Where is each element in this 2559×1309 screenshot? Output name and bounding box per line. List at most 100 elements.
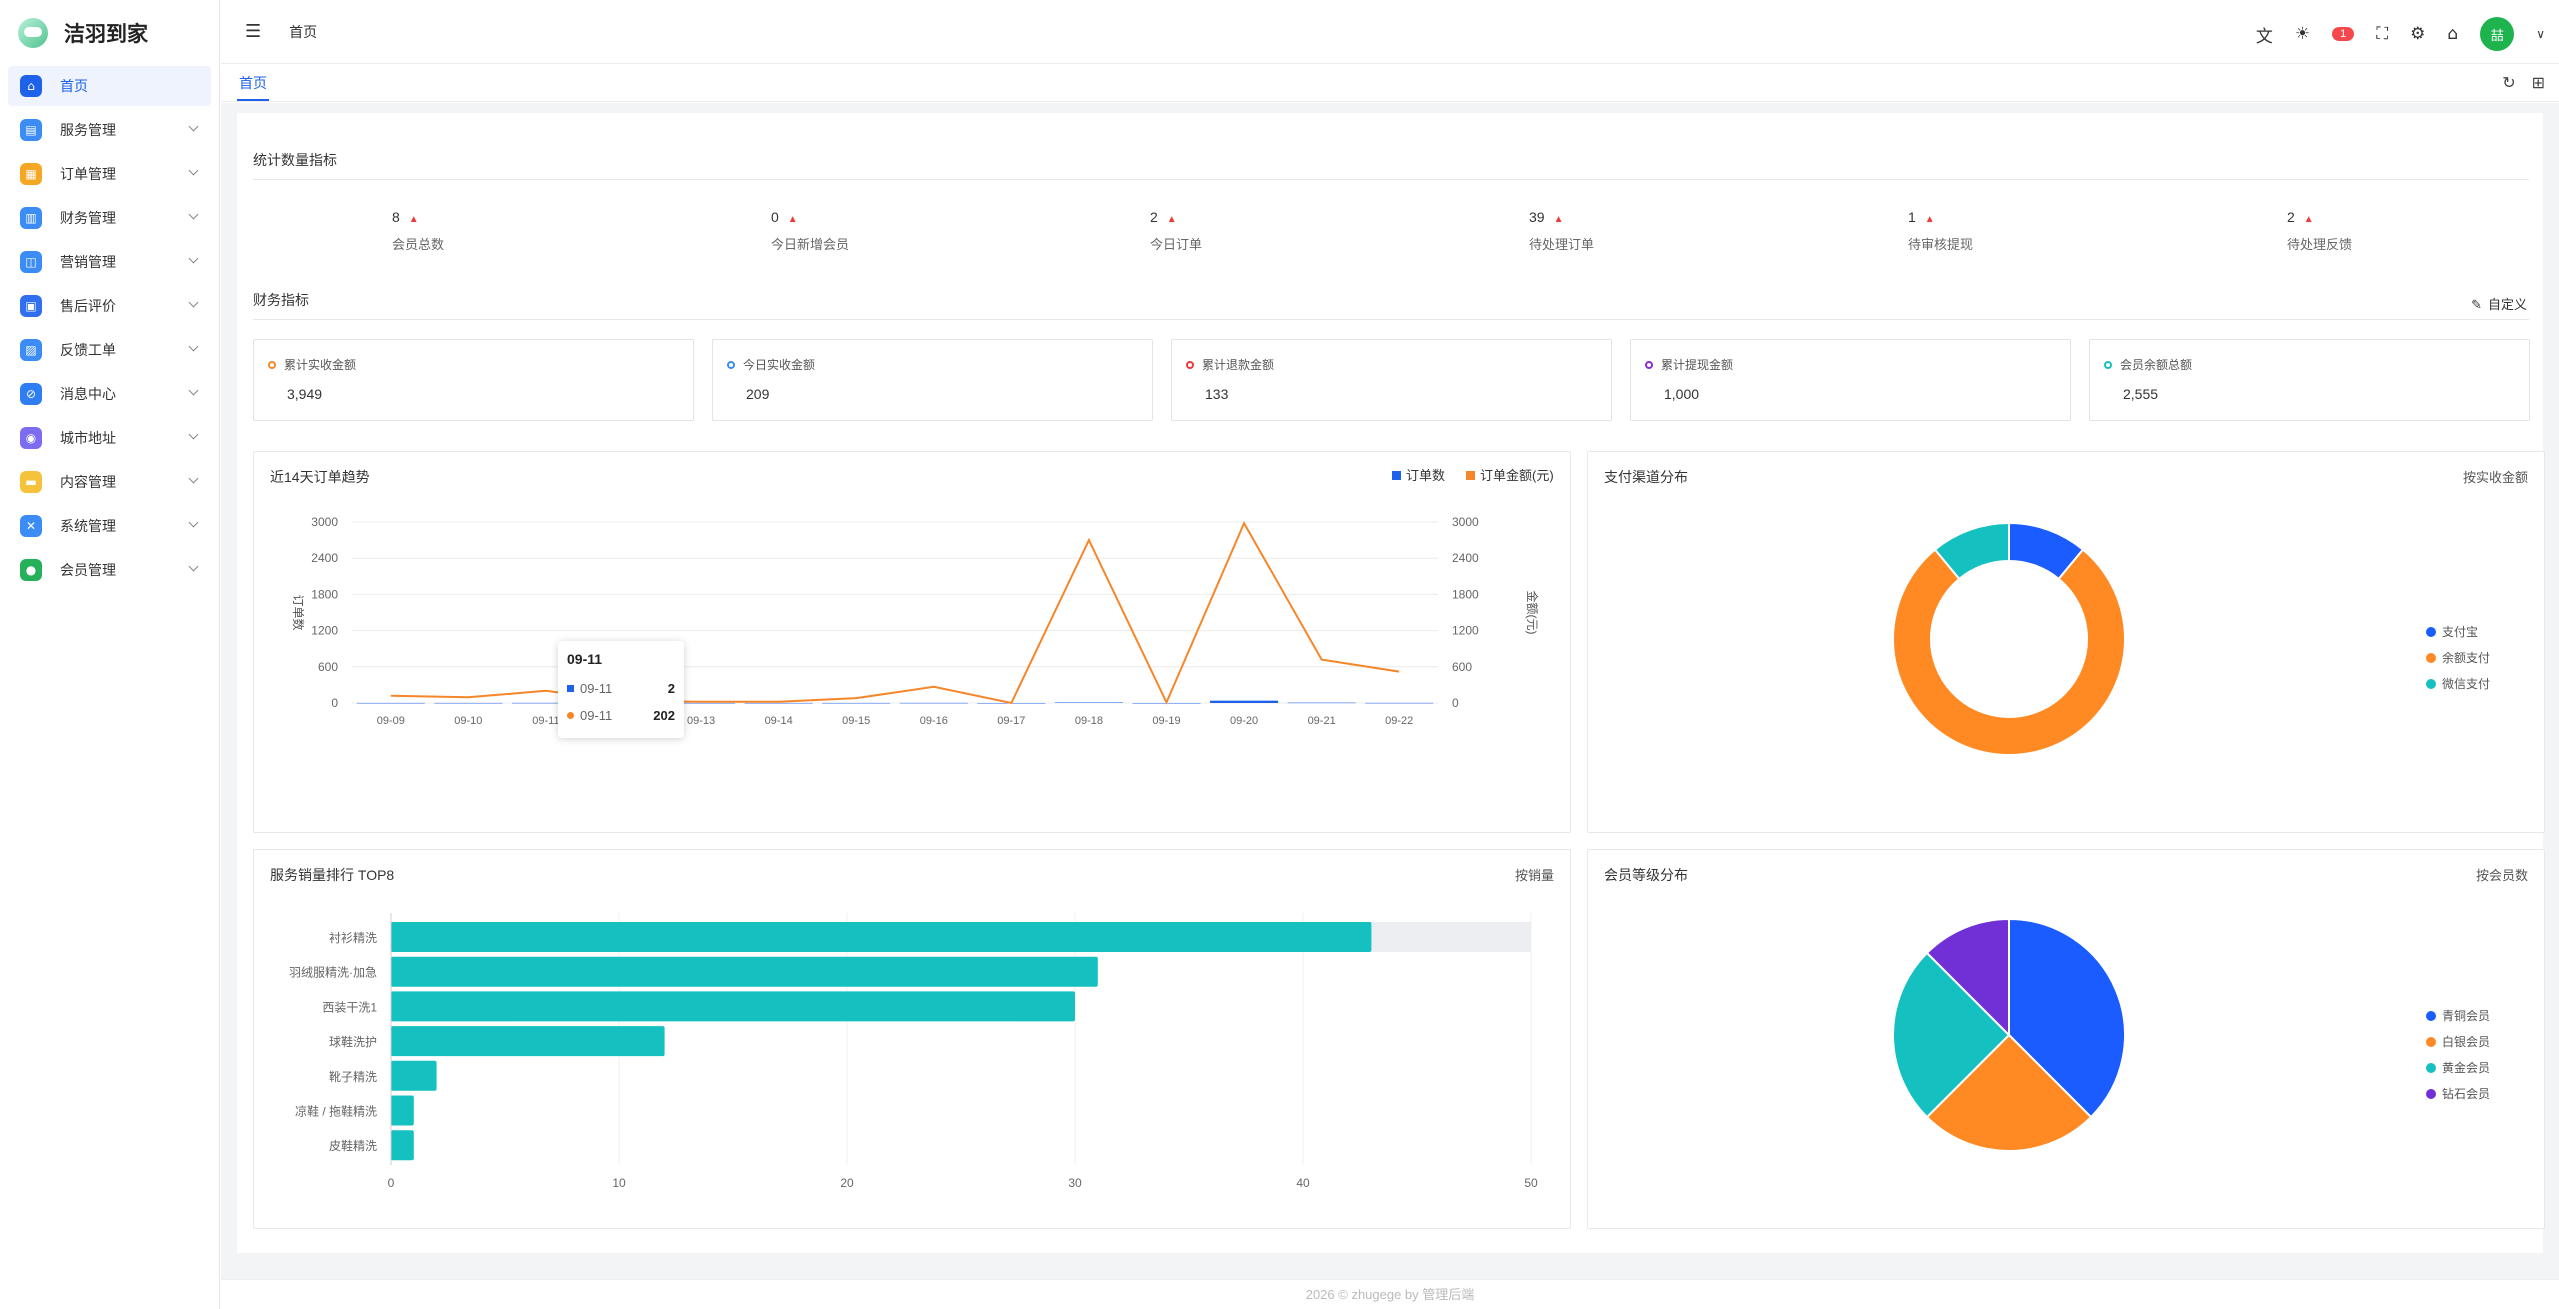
stat-value-line: 1 ▲ [1908, 209, 2108, 225]
finance-card[interactable]: 今日实收金额 209 [712, 339, 1153, 421]
finance-label: 会员余额总额 [2120, 358, 2193, 372]
x-tick-label: 09-17 [997, 715, 1025, 727]
pie-slice [2008, 917, 2126, 1119]
legend-label: 青铜会员 [2442, 1008, 2490, 1023]
payment-card: 支付渠道分布 按实收金额 支付宝 余额支付 微信支付 [1587, 451, 2545, 833]
x-tick-label: 40 [1296, 1176, 1310, 1190]
stat-item: 2 ▲ 待处理反馈 [2287, 209, 2487, 253]
x-tick-label: 09-16 [920, 715, 948, 727]
sidebar-item[interactable]: ▤ 服务管理 [8, 110, 211, 150]
finance-label: 累计退款金额 [1202, 358, 1275, 372]
service-mode-selector[interactable]: 按销量 [1514, 868, 1554, 883]
bar [1287, 702, 1356, 704]
sidebar-item[interactable]: ▥ 财务管理 [8, 198, 211, 238]
tooltip-row: 09-11 2 [567, 675, 675, 702]
finance-value: 3,949 [287, 386, 323, 402]
stat-item: 0 ▲ 今日新增会员 [771, 209, 971, 253]
finance-card[interactable]: 累计退款金额 133 [1171, 339, 1612, 421]
sidebar-item[interactable]: ◫ 营销管理 [8, 242, 211, 282]
home-icon: ⌂ [20, 75, 42, 97]
trend-up-icon: ▲ [1553, 214, 1564, 225]
legend-label: 余额支付 [2442, 650, 2490, 665]
trend-title: 近14天订单趋势 [270, 469, 370, 485]
x-tick-label: 09-19 [1152, 715, 1180, 727]
sidebar-item-label: 售后评价 [60, 298, 116, 314]
chevron-down-icon [188, 121, 199, 132]
sidebar-item[interactable]: ▣ 售后评价 [8, 286, 211, 326]
trend-chart[interactable]: 订单数 订单金额(元) 0 0 600 600 1200 1200 1800 1800 2400 24… [254, 452, 1570, 832]
avatar[interactable]: 喆 [2480, 17, 2515, 51]
pie-slice [1892, 951, 2011, 1119]
sidebar-item-label: 营销管理 [60, 254, 116, 270]
sidebar-item-label: 财务管理 [60, 210, 116, 226]
sidebar-item[interactable]: ⊘ 消息中心 [8, 374, 211, 414]
main-area: ☰ 首页 文 ☀ 1 ⛶ ⚙ ⌂ 喆 ∨ 首页 ↻ ⊞ 统计数量指标 [221, 0, 2559, 1309]
legend-label: 钻石会员 [2442, 1086, 2490, 1101]
shirt-icon[interactable]: ⌂ [2447, 24, 2459, 44]
y-tick-label: 1800 [311, 587, 338, 601]
breadcrumb[interactable]: 首页 [289, 23, 318, 40]
notification-badge[interactable]: 1 [2332, 27, 2355, 41]
theme-sun-icon[interactable]: ☀ [2294, 24, 2311, 44]
gear-icon[interactable]: ⚙ [2410, 24, 2426, 44]
sidebar-item[interactable]: ▦ 订单管理 [8, 154, 211, 194]
grid-icon: ▣ [20, 295, 42, 317]
status-dot-icon [2104, 360, 2112, 369]
pie-slice [1925, 917, 2010, 1038]
sidebar-item[interactable]: ▬ 内容管理 [8, 462, 211, 502]
chevron-down-icon [188, 517, 199, 528]
tab-home[interactable]: 首页 [237, 73, 269, 101]
stat-label: 待审核提现 [1908, 237, 1974, 252]
fullscreen-icon[interactable]: ⛶ [2376, 24, 2389, 44]
translate-icon[interactable]: 文 [2255, 26, 2273, 47]
x-tick-label: 09-10 [454, 715, 482, 727]
finance-value: 2,555 [2123, 386, 2159, 402]
stat-value-line: 2 ▲ [2287, 209, 2487, 225]
bar [391, 1095, 414, 1126]
bar [391, 1130, 414, 1161]
refresh-icon[interactable]: ↻ [2502, 73, 2516, 92]
stat-value-line: 2 ▲ [1150, 209, 1350, 225]
sidebar-item[interactable]: ✕ 系统管理 [8, 506, 211, 546]
bar [822, 702, 891, 704]
customize-label: 自定义 [2487, 297, 2527, 312]
customize-button[interactable]: ✎ 自定义 [2471, 294, 2527, 313]
status-dot-icon [1186, 360, 1194, 369]
finance-title: 财务指标 [253, 292, 309, 308]
grid-icon[interactable]: ⊞ [2531, 73, 2545, 92]
payment-mode-selector[interactable]: 按实收金额 [2462, 470, 2528, 485]
sidebar-item[interactable]: ◉ 城市地址 [8, 418, 211, 458]
clipboard-icon: ▤ [20, 119, 42, 141]
finance-value: 133 [1205, 386, 1229, 402]
finance-card[interactable]: 会员余额总额 2,555 [2089, 339, 2530, 421]
stat-value: 8 [392, 209, 400, 225]
chevron-down-icon[interactable]: ∨ [2536, 27, 2545, 41]
menu-fold-icon[interactable]: ☰ [245, 21, 262, 42]
cloud-logo-icon [18, 18, 48, 48]
finance-label-row: 今日实收金额 [727, 356, 815, 373]
tab-actions: ↻ ⊞ [2502, 73, 2545, 92]
app-logo[interactable]: 洁羽到家 [0, 0, 219, 66]
legend-dot [2426, 1011, 2436, 1021]
sidebar-item[interactable]: ⌂ 首页 [8, 66, 211, 106]
sidebar-item[interactable]: ▨ 反馈工单 [8, 330, 211, 370]
finance-card[interactable]: 累计实收金额 3,949 [253, 339, 694, 421]
chevron-down-icon [188, 341, 199, 352]
x-tick-label: 09-21 [1308, 715, 1336, 727]
bar [744, 702, 813, 704]
divider [253, 179, 2529, 180]
legend-swatch [1392, 471, 1401, 480]
member-level-mode-selector[interactable]: 按会员数 [2475, 868, 2528, 883]
stat-item: 2 ▲ 今日订单 [1150, 209, 1350, 253]
bar [899, 702, 968, 704]
x-tick-label: 09-22 [1385, 715, 1413, 727]
planet-icon: ◉ [20, 427, 42, 449]
sidebar-item[interactable]: ● 会员管理 [8, 550, 211, 590]
finance-card[interactable]: 累计提现金额 1,000 [1630, 339, 2071, 421]
finance-label: 今日实收金额 [743, 358, 816, 372]
dashboard-panel: 统计数量指标 8 ▲ 会员总数 0 ▲ 今日新增会员 2 ▲ 今日订单 39 ▲ 待处理订单 1 ▲ 待审核… [237, 113, 2545, 1253]
